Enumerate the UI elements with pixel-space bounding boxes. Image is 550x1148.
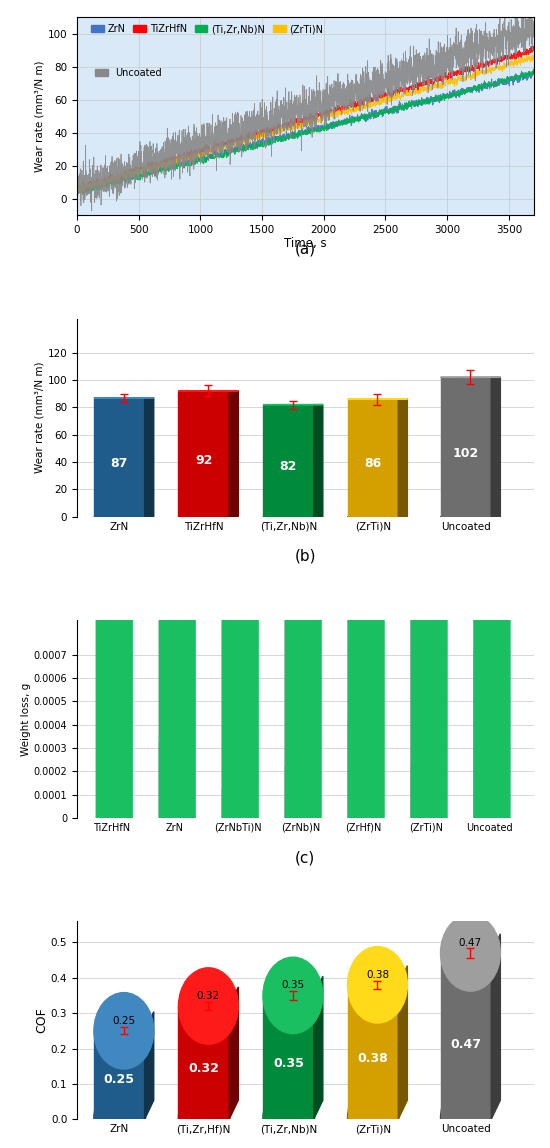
Polygon shape [491, 378, 501, 517]
Ellipse shape [94, 993, 154, 1069]
Bar [474, 651, 504, 819]
Legend: Uncoated: Uncoated [91, 63, 166, 82]
Polygon shape [252, 0, 258, 819]
Ellipse shape [285, 0, 321, 1148]
Bar [160, 743, 190, 819]
Bar [178, 391, 229, 517]
Ellipse shape [348, 1081, 398, 1148]
Text: (a): (a) [295, 241, 316, 257]
Ellipse shape [441, 915, 500, 991]
Text: (c): (c) [295, 851, 315, 866]
Text: 0.38: 0.38 [358, 1053, 388, 1065]
Polygon shape [442, 0, 447, 819]
Ellipse shape [160, 0, 195, 1148]
Text: 0.35: 0.35 [282, 980, 305, 991]
Bar [348, 985, 398, 1119]
Ellipse shape [178, 968, 238, 1045]
Text: (b): (b) [294, 549, 316, 564]
Ellipse shape [96, 0, 132, 1148]
Bar [285, 766, 316, 819]
Polygon shape [126, 0, 132, 819]
Bar [348, 400, 398, 517]
X-axis label: Time, s: Time, s [284, 236, 327, 249]
Ellipse shape [474, 0, 504, 1148]
Bar [348, 719, 378, 819]
Bar [94, 398, 145, 517]
Text: 82: 82 [279, 460, 297, 473]
Ellipse shape [94, 1081, 145, 1148]
Polygon shape [314, 404, 323, 517]
Ellipse shape [348, 0, 384, 1148]
Y-axis label: Wear rate (mm³/N m): Wear rate (mm³/N m) [35, 61, 45, 172]
Ellipse shape [348, 0, 378, 1148]
Text: 0.47: 0.47 [450, 1038, 481, 1050]
Text: 0.35: 0.35 [273, 1057, 304, 1070]
Polygon shape [398, 965, 408, 1119]
Ellipse shape [222, 0, 252, 1148]
Ellipse shape [474, 0, 510, 1148]
Text: 86: 86 [364, 457, 382, 471]
Ellipse shape [263, 1081, 313, 1148]
Bar [411, 766, 442, 819]
Text: 0.25: 0.25 [112, 1016, 135, 1026]
Text: 92: 92 [195, 453, 212, 466]
Text: 87: 87 [111, 457, 128, 470]
Bar [263, 404, 313, 517]
Polygon shape [145, 397, 154, 517]
Ellipse shape [222, 0, 258, 1148]
Polygon shape [145, 1011, 154, 1119]
Bar [441, 953, 491, 1119]
Y-axis label: Wear rate (mm³/N m): Wear rate (mm³/N m) [35, 362, 45, 473]
Polygon shape [229, 390, 238, 517]
Bar [441, 378, 491, 517]
Text: 0.32: 0.32 [188, 1062, 219, 1075]
Polygon shape [398, 400, 408, 517]
Polygon shape [316, 0, 321, 819]
Ellipse shape [263, 957, 323, 1033]
Text: 0.32: 0.32 [197, 991, 220, 1001]
Text: 0.25: 0.25 [104, 1073, 135, 1086]
Ellipse shape [348, 947, 408, 1023]
Polygon shape [504, 0, 510, 819]
Bar [222, 789, 252, 819]
Ellipse shape [178, 1081, 229, 1148]
Polygon shape [314, 976, 323, 1119]
Bar [96, 651, 127, 819]
Text: 0.38: 0.38 [366, 970, 389, 980]
Y-axis label: Weight loss, g: Weight loss, g [21, 682, 31, 755]
Bar [94, 1031, 145, 1119]
Ellipse shape [285, 0, 316, 1148]
Polygon shape [190, 0, 195, 819]
Polygon shape [491, 933, 501, 1119]
Bar [263, 995, 313, 1119]
Ellipse shape [160, 0, 190, 1148]
Ellipse shape [411, 0, 442, 1148]
Polygon shape [229, 987, 238, 1119]
Ellipse shape [441, 1081, 491, 1148]
Ellipse shape [96, 0, 127, 1148]
Bar [178, 1006, 229, 1119]
Text: 0.47: 0.47 [459, 938, 482, 948]
Polygon shape [378, 0, 384, 819]
Text: 102: 102 [453, 448, 479, 460]
Y-axis label: COF: COF [35, 1007, 48, 1033]
Ellipse shape [411, 0, 447, 1148]
